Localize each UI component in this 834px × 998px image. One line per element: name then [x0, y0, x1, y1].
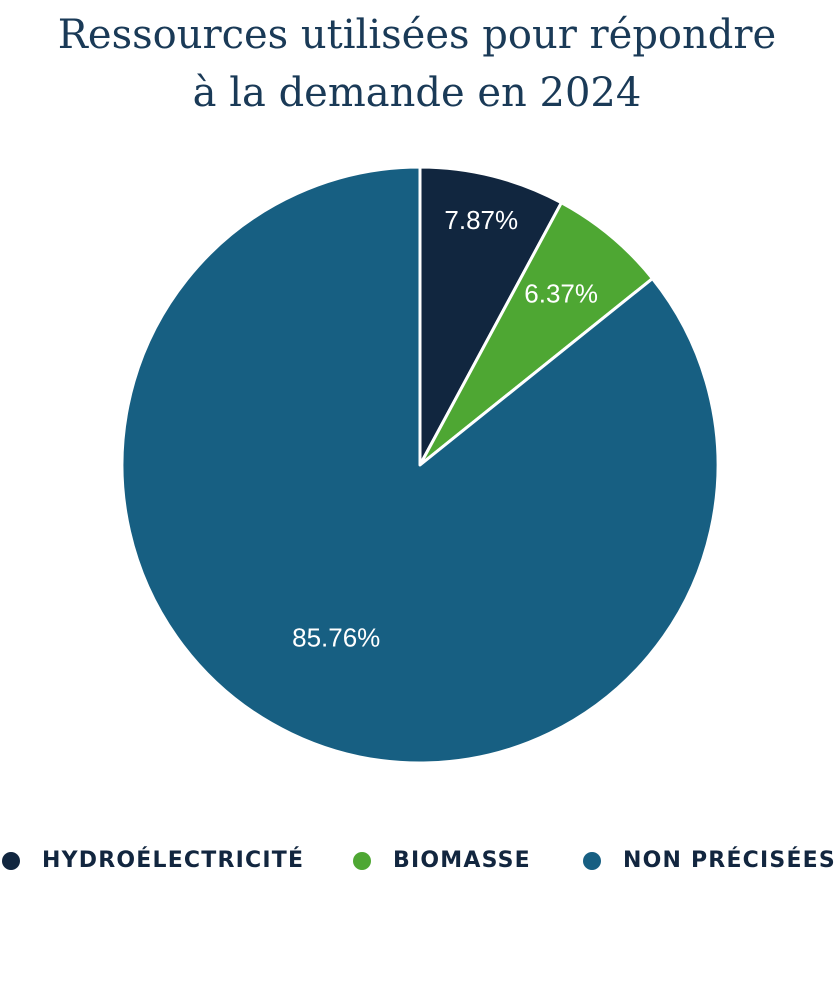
chart-title: Ressources utilisées pour répondre à la … [0, 6, 834, 122]
pie-slice-biomasse[interactable] [418, 201, 654, 467]
legend-dot-biomasse [353, 852, 371, 870]
pie-slice-non-precisees[interactable] [120, 165, 720, 765]
legend-label-hydroelectricite: HYDROÉLECTRICITÉ [42, 848, 305, 873]
chart-title-line-2: à la demande en 2024 [192, 70, 642, 116]
slice-label-hydroelectricite: 7.87% [444, 205, 518, 235]
legend-dot-non-precisees [583, 852, 601, 870]
legend-item-biomasse[interactable]: BIOMASSE [353, 844, 531, 878]
legend-label-non-precisees: NON PRÉCISÉES [623, 848, 834, 873]
legend-dot-hydroelectricite [2, 852, 20, 870]
chart-title-line-1: Ressources utilisées pour répondre [57, 12, 777, 58]
legend: HYDROÉLECTRICITÉ BIOMASSE NON PRÉCISÉES [0, 844, 834, 878]
legend-item-non-precisees[interactable]: NON PRÉCISÉES [583, 844, 834, 878]
pie-chart: 7.87% 6.37% 85.76% [120, 165, 720, 765]
slice-label-non-precisees: 85.76% [292, 623, 380, 653]
pie-slice-hydroelectricite[interactable] [418, 165, 563, 467]
legend-label-biomasse: BIOMASSE [393, 848, 531, 873]
pie-slices [120, 165, 720, 765]
slice-label-biomasse: 6.37% [524, 278, 598, 308]
legend-item-hydroelectricite[interactable]: HYDROÉLECTRICITÉ [2, 844, 304, 878]
pie-labels: 7.87% 6.37% 85.76% [292, 205, 598, 652]
